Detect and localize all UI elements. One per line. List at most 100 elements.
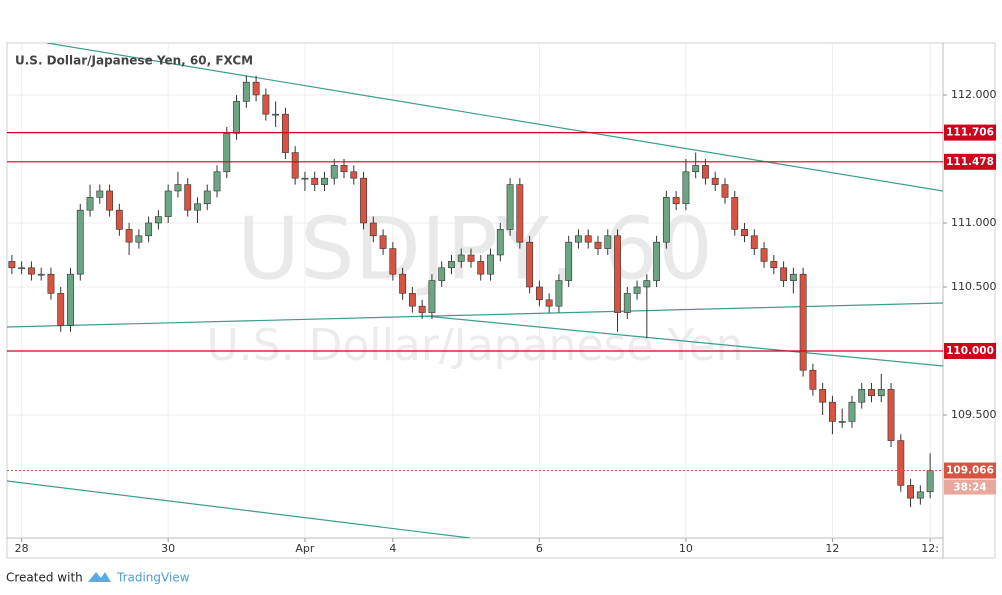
candle-body	[819, 389, 827, 403]
candle-body	[438, 267, 446, 281]
candles	[8, 75, 934, 508]
candle-body	[858, 389, 866, 403]
candle-body	[418, 305, 426, 313]
candle-body	[750, 235, 758, 249]
candle-body	[389, 248, 397, 275]
x-tick-label: 28	[15, 542, 29, 555]
y-tick-label: 109.500	[951, 408, 997, 421]
y-tick-label: 111.000	[951, 216, 997, 229]
chart-title: U.S. Dollar/Japanese Yen, 60, FXCM	[15, 54, 253, 68]
candle-body	[516, 184, 524, 243]
candle-body	[428, 280, 436, 313]
candle-body	[360, 177, 367, 224]
level-label-box	[944, 153, 996, 170]
candle-body	[555, 280, 563, 307]
candle-body	[575, 235, 582, 243]
candle-body	[272, 113, 280, 116]
candle-body	[67, 273, 74, 326]
candle-body	[535, 286, 543, 301]
level-label: 110.000	[946, 345, 994, 357]
candle-body	[926, 470, 934, 493]
level-label-box	[944, 124, 996, 141]
candle-body	[252, 81, 260, 96]
candle-body	[321, 177, 328, 185]
candle-body	[301, 177, 309, 180]
candle-body	[897, 440, 905, 486]
candle-body	[760, 248, 768, 262]
candle-body	[877, 389, 885, 397]
candle-body	[848, 401, 856, 422]
candle-body	[330, 165, 338, 179]
candle-body	[594, 241, 602, 249]
last-price-box	[944, 462, 996, 479]
overlay: 112.000 111.000 110.500 109.500 28 30 Apr 4 6 10 1…	[7, 88, 997, 555]
level-label: 111.478	[946, 156, 994, 168]
candle-body	[399, 273, 407, 294]
x-tick-label: 12:	[921, 542, 939, 555]
candle-body	[37, 273, 45, 276]
last-price-label: 109.066	[946, 465, 994, 477]
level-label: 111.706	[946, 127, 994, 139]
x-tick-label: Apr	[295, 542, 315, 555]
x-tick-label: 4	[389, 542, 396, 555]
candle-body	[721, 184, 729, 198]
candle-body	[291, 152, 299, 179]
watermark: USDJPY, 60	[237, 199, 713, 299]
footer-brand[interactable]: TradingView	[116, 571, 190, 585]
candle-body	[584, 235, 592, 243]
candle-body	[203, 190, 211, 205]
candle-body	[711, 177, 719, 185]
candle-body	[741, 229, 748, 237]
candle-body	[18, 267, 26, 270]
candle-body	[506, 184, 514, 230]
candle-body	[614, 235, 621, 313]
candle-body	[213, 171, 221, 192]
footer-prefix: Created with	[6, 571, 83, 585]
trend-line	[7, 480, 471, 538]
candle-body	[311, 177, 319, 185]
candle-body	[135, 235, 143, 243]
level-label-box	[944, 342, 996, 359]
candle-body	[545, 299, 553, 307]
candle-body	[154, 216, 162, 224]
candle-body	[448, 261, 455, 269]
candle-body	[623, 293, 631, 313]
candle-body	[281, 113, 289, 153]
x-tick-label: 12	[825, 542, 839, 555]
x-tick-label: 30	[161, 542, 175, 555]
y-tick-label: 112.000	[951, 88, 997, 101]
candle-body	[633, 286, 641, 294]
candle-body	[184, 184, 192, 211]
candle-body	[115, 209, 123, 230]
candle-body	[106, 190, 113, 211]
candle-body	[369, 222, 377, 237]
candle-body	[780, 267, 788, 281]
candle-body	[868, 389, 875, 397]
candle-body	[96, 190, 104, 198]
frame	[6, 42, 996, 559]
trend-line	[7, 302, 943, 328]
candle-body	[526, 241, 534, 288]
candle-body	[662, 197, 670, 243]
candle-body	[692, 165, 700, 173]
x-tick-label: 10	[679, 542, 693, 555]
candle-body	[467, 254, 475, 262]
trend-line	[424, 315, 943, 367]
candle-body	[643, 280, 651, 288]
candle-body	[350, 171, 358, 179]
candle-body	[164, 190, 172, 217]
candle-body	[477, 261, 485, 275]
trend-line	[46, 43, 943, 192]
candle-body	[262, 94, 270, 115]
candle-body	[770, 261, 778, 269]
logo	[88, 572, 111, 582]
candle-body	[682, 171, 690, 205]
candle-body	[223, 133, 231, 173]
candle-body	[496, 229, 504, 256]
trend-lines	[7, 43, 943, 538]
candle-body	[565, 241, 573, 281]
candle-body	[487, 254, 494, 275]
candle-body	[145, 222, 153, 237]
candle-body	[672, 197, 680, 205]
